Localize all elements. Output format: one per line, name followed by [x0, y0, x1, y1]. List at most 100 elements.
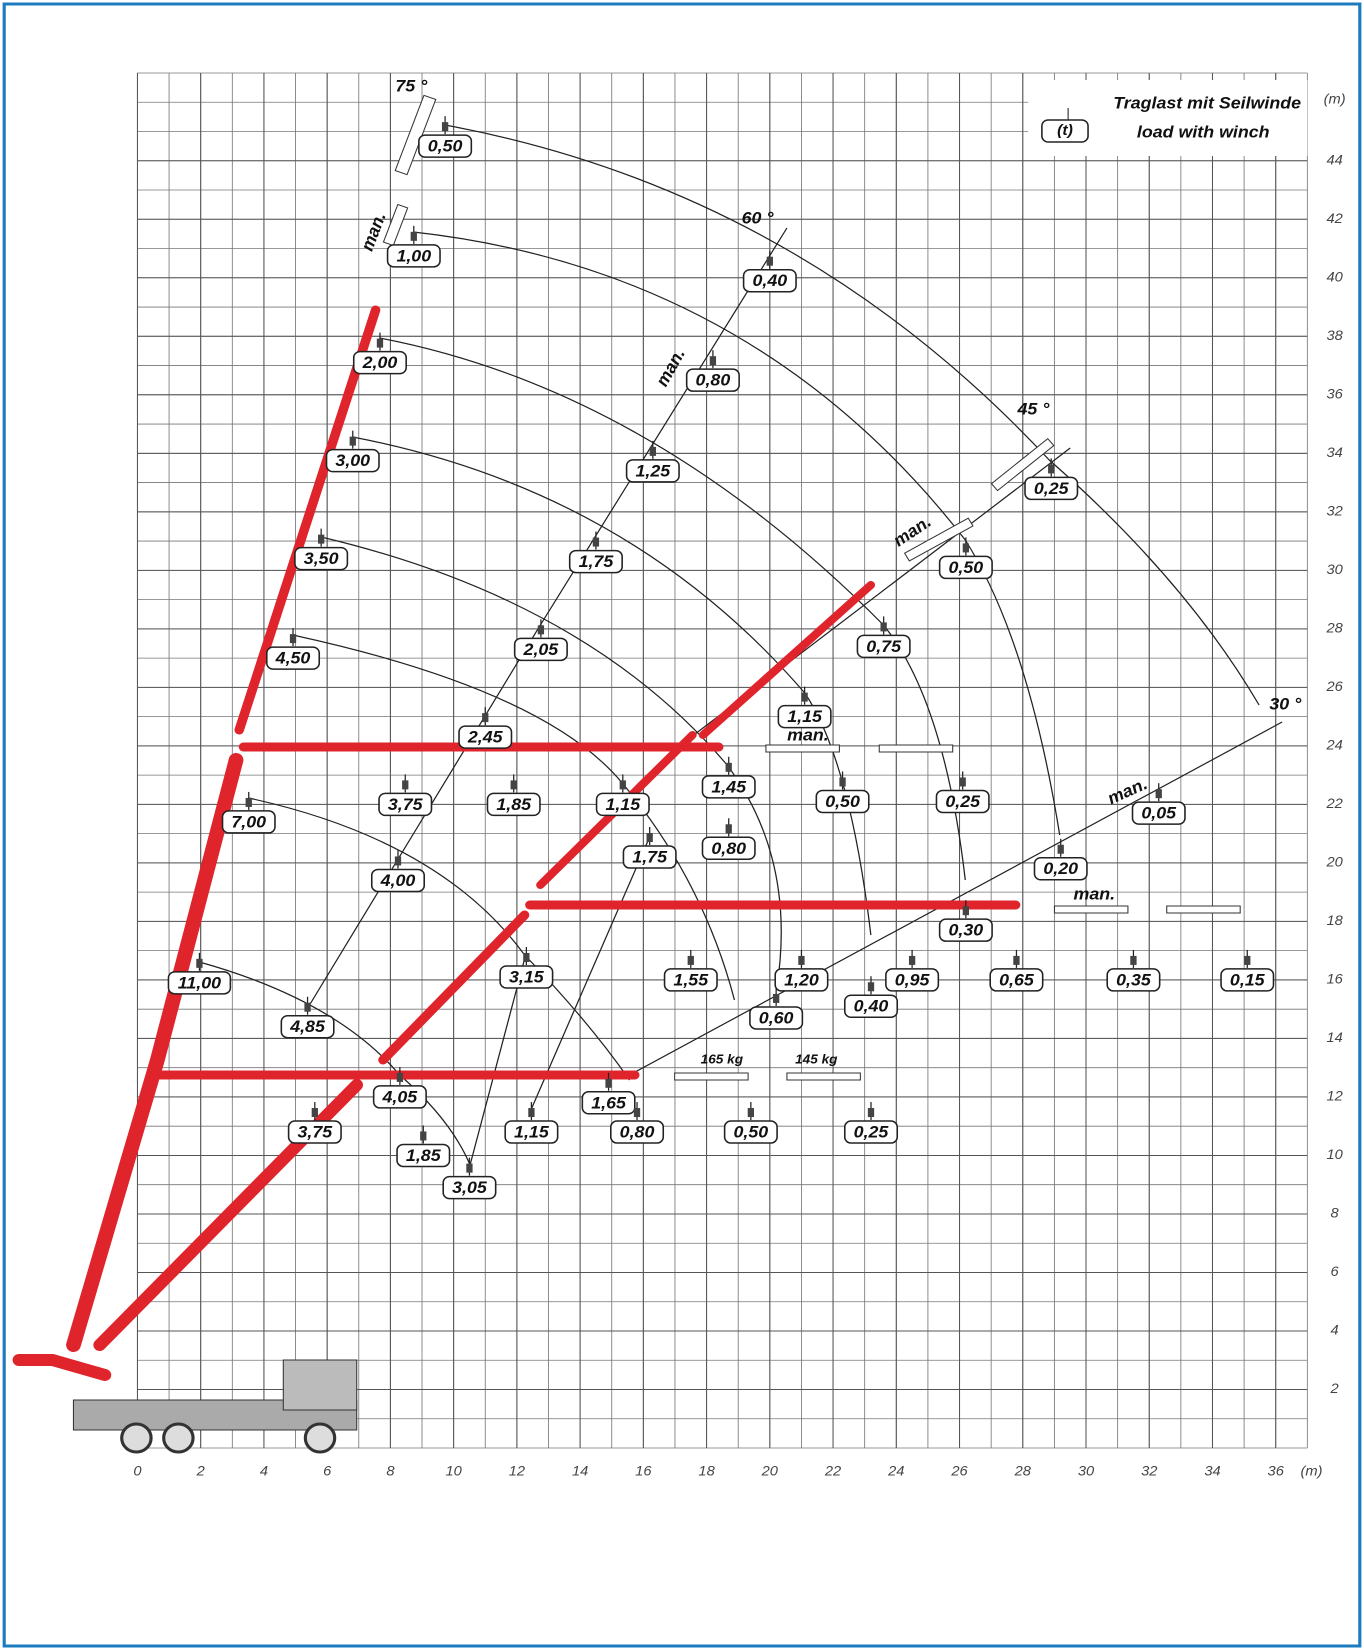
load-label: 0,80 [696, 370, 731, 390]
x-tick-label: 20 [761, 1464, 778, 1480]
hook [1156, 789, 1162, 798]
y-tick-label: 38 [1326, 328, 1342, 344]
hook [748, 1108, 754, 1117]
wheel [305, 1424, 334, 1452]
hook [634, 1108, 640, 1117]
load-label: 0,15 [1230, 970, 1265, 990]
hook [377, 339, 383, 348]
x-tick-label: 18 [698, 1464, 714, 1480]
wheel [122, 1424, 151, 1452]
hook [196, 959, 202, 968]
hook [726, 824, 732, 833]
hook [647, 833, 653, 842]
load-label: 0,50 [949, 557, 984, 577]
load-label: 0,40 [854, 996, 889, 1016]
hook [801, 693, 807, 702]
curve [380, 338, 965, 880]
load-label: 0,50 [734, 1122, 769, 1142]
hook [726, 763, 732, 772]
load-label: 0,95 [895, 970, 930, 990]
hook [605, 1079, 611, 1088]
x-tick-label: 0 [133, 1464, 141, 1480]
legend-box [1028, 80, 1307, 156]
y-tick-label: 2 [1330, 1381, 1339, 1397]
extension [787, 1073, 860, 1080]
x-tick-label: 22 [824, 1464, 841, 1480]
load-label: 0,40 [752, 271, 787, 291]
hook [773, 994, 779, 1003]
hook [395, 856, 401, 865]
load-label: 2,45 [467, 727, 503, 747]
y-tick-label: 24 [1325, 738, 1342, 754]
hook [909, 956, 915, 965]
load-label: 1,20 [784, 970, 819, 990]
hook [1048, 464, 1054, 473]
y-tick-label: 22 [1325, 796, 1342, 812]
x-tick-label: 12 [509, 1464, 525, 1480]
load-label: 0,20 [1043, 859, 1078, 879]
wheel [164, 1424, 193, 1452]
angle-label: 60 ° [742, 208, 775, 228]
y-tick-label: 40 [1326, 270, 1342, 286]
legend-text: load with winch [1137, 122, 1270, 142]
angle-line [470, 835, 650, 1165]
hook [538, 625, 544, 634]
extension [879, 745, 952, 752]
y-tick-label: 18 [1326, 913, 1342, 929]
x-tick-label: 6 [323, 1464, 331, 1480]
load-label: 11,00 [178, 973, 222, 993]
y-tick-label: 42 [1326, 211, 1342, 227]
load-label: 0,80 [711, 838, 746, 858]
x-tick-label: 14 [572, 1464, 588, 1480]
boom [19, 1360, 105, 1375]
load-label: 4,00 [380, 870, 416, 890]
truck [73, 1360, 356, 1452]
load-label: 0,80 [620, 1122, 655, 1142]
load-label: 4,50 [275, 648, 311, 668]
load-label: 3,00 [335, 451, 370, 471]
legend-text: Traglast mit Seilwinde [1113, 93, 1301, 113]
hook [312, 1108, 318, 1117]
hook [411, 232, 417, 241]
load-label: 1,55 [673, 970, 708, 990]
y-tick-label: 36 [1326, 387, 1342, 403]
y-tick-label: 16 [1326, 972, 1342, 988]
y-tick-label: 32 [1326, 504, 1342, 520]
hook [318, 535, 324, 544]
y-tick-label: 12 [1326, 1089, 1342, 1105]
manual-label: man. [651, 345, 689, 389]
hook [1013, 956, 1019, 965]
load-label: 3,75 [388, 794, 423, 814]
load-label: 1,85 [406, 1145, 441, 1165]
boom [73, 760, 236, 1345]
hook [839, 777, 845, 786]
load-label: 3,05 [452, 1178, 487, 1198]
x-unit: (m) [1301, 1464, 1323, 1480]
hook [881, 622, 887, 631]
load-label: 1,75 [632, 847, 667, 867]
hook [482, 713, 488, 722]
x-tick-label: 2 [196, 1464, 205, 1480]
load-label: 2,05 [523, 639, 559, 659]
x-tick-label: 32 [1141, 1464, 1157, 1480]
load-label: 0,50 [428, 136, 463, 156]
hook [710, 356, 716, 365]
hook [290, 634, 296, 643]
hook [304, 1003, 310, 1012]
x-tick-label: 34 [1204, 1464, 1220, 1480]
load-label: 7,00 [231, 812, 266, 832]
y-tick-label: 28 [1325, 621, 1342, 637]
y-tick-label: 8 [1331, 1206, 1339, 1222]
hook [963, 543, 969, 552]
manual-label: man. [1074, 884, 1116, 904]
hook [402, 780, 408, 789]
hook [466, 1164, 472, 1173]
x-tick-label: 28 [1014, 1464, 1031, 1480]
y-tick-label: 4 [1331, 1323, 1339, 1339]
hook [523, 953, 529, 962]
y-tick-label: 44 [1326, 153, 1342, 169]
extension [766, 745, 839, 752]
y-tick-label: 20 [1325, 855, 1342, 871]
hook [593, 538, 599, 547]
